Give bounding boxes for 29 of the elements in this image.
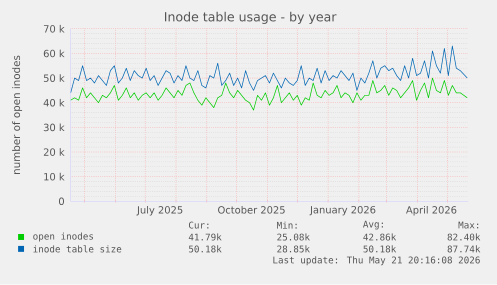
text: 50.18k [364,246,396,253]
text: 50.18k [188,246,222,253]
y-tick-label: 70 k [44,25,65,33]
text: 28.85k [277,246,310,253]
y-axis-title: number of open inodes [12,56,22,174]
y-tick-label: 0 [59,198,64,206]
x-tick-label: April 2026 [406,206,456,216]
text: 25.08k [277,234,310,241]
text: Last update: Thu May 21 20:16:08 2026 [273,256,480,266]
chart-title: Inode table usage - by year [164,12,336,24]
legend-label: open inodes [33,232,94,242]
y-tick-label: 10 k [44,173,65,181]
y-tick-label: 30 k [44,124,65,132]
x-tick-label: January 2026 [309,206,376,216]
y-tick-label: 40 k [44,99,65,107]
y-tick-label: 50 k [44,74,65,82]
y-tick-label: 60 k [44,50,65,58]
x-tick-label: October 2025 [218,206,285,214]
text: Cur: [188,222,208,229]
text: 41.79k [188,234,222,241]
text: 82.40k [448,234,480,241]
text: Avg: [363,220,383,230]
text: Min: [276,222,297,229]
text: 42.86k [363,234,396,241]
text: Max: [458,222,478,229]
y-tick-label: 20 k [44,148,65,156]
text: 87.74k [448,246,480,253]
legend-label: inode table size [33,245,122,253]
x-tick-label: July 2025 [136,206,182,216]
